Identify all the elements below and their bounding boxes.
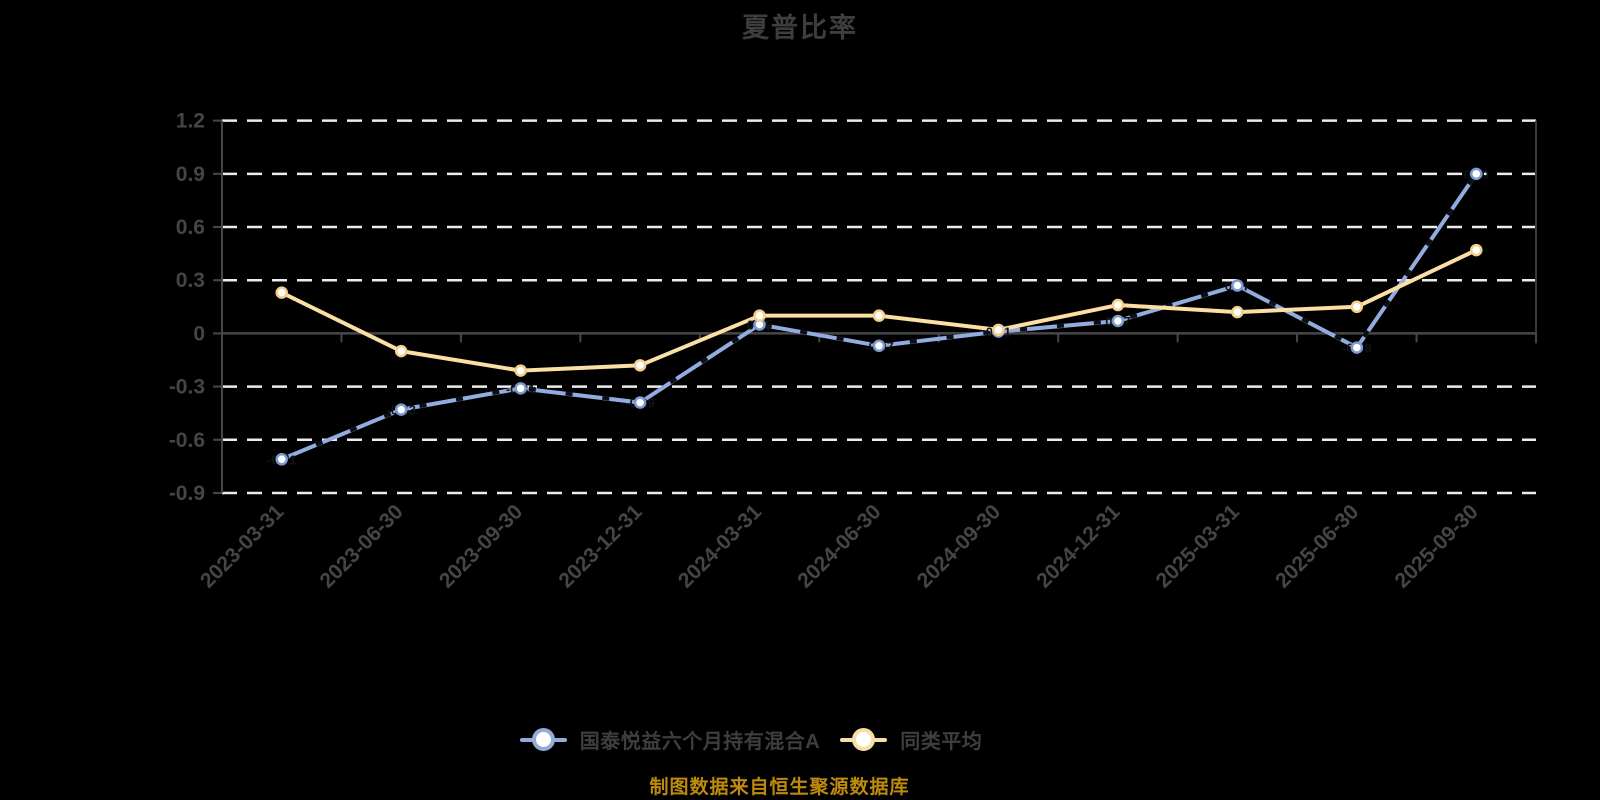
x-axis-label: 2025-09-30 (1391, 500, 1483, 592)
data-point-marker-s0 (514, 382, 527, 395)
x-axis-label: 2024-03-31 (674, 500, 766, 592)
chart-title: 夏普比率 (742, 13, 858, 43)
legend-item-fund[interactable]: 国泰悦益六个月持有混合A (519, 725, 821, 754)
legend-circle (852, 728, 876, 751)
y-axis-label: -0.3 (169, 376, 205, 399)
x-axis-label: 2025-06-30 (1271, 500, 1363, 592)
x-axis-label: 2024-12-31 (1032, 500, 1124, 592)
data-point-marker-s0 (1231, 279, 1244, 292)
data-point-marker-s0 (1350, 341, 1364, 354)
x-axis-label: 2024-06-30 (793, 500, 885, 592)
x-axis-label: 2023-06-30 (315, 500, 407, 592)
legend-label-category-average: 同类平均 (900, 731, 983, 753)
data-point-marker-s1 (872, 309, 886, 322)
data-point-marker-s0 (1111, 314, 1125, 328)
data-point-marker-s0 (394, 403, 408, 416)
legend-circle (531, 728, 555, 751)
y-axis-label: 0 (193, 322, 205, 345)
data-point-marker-s1 (514, 364, 527, 377)
x-axis-label: 2025-03-31 (1152, 500, 1244, 592)
data-point-marker-s1 (633, 359, 647, 372)
data-point-marker-s0 (633, 396, 647, 409)
data-point-marker-s1 (1111, 298, 1125, 312)
y-axis-label: -0.9 (169, 482, 205, 505)
x-axis-label: 2024-09-30 (913, 500, 1005, 592)
data-point-marker-s1 (1470, 243, 1483, 257)
x-axis-label: 2023-03-31 (196, 500, 288, 592)
legend-item-category-average[interactable]: 同类平均 (840, 725, 982, 754)
data-point-marker-s0 (275, 453, 288, 466)
y-axis-label: 0.9 (176, 163, 205, 186)
data-point-marker-s1 (1350, 300, 1364, 314)
data-point-marker-s1 (275, 286, 288, 299)
x-axis-label: 2023-12-31 (554, 500, 646, 592)
legend-line-circle-icon (519, 728, 567, 751)
x-axis-label: 2023-09-30 (435, 500, 527, 592)
data-point-marker-s1 (394, 344, 408, 358)
legend: 国泰悦益六个月持有混合A 同类平均 (0, 725, 1502, 754)
legend-line-circle-icon (840, 728, 888, 751)
data-point-marker-s1 (753, 309, 766, 322)
data-point-marker-s0 (1470, 167, 1483, 181)
data-source-note: 制图数据来自恒生聚源数据库 (649, 777, 910, 798)
y-axis-label: 1.2 (176, 110, 205, 133)
legend-label-fund: 国泰悦益六个月持有混合A (579, 731, 821, 753)
y-axis-label: 0.6 (176, 216, 205, 239)
data-point-marker-s1 (992, 323, 1005, 337)
y-axis-label: -0.6 (169, 429, 205, 452)
data-point-marker-s1 (1231, 305, 1244, 319)
y-axis-label: 0.3 (176, 269, 205, 292)
data-point-marker-s0 (872, 339, 886, 353)
